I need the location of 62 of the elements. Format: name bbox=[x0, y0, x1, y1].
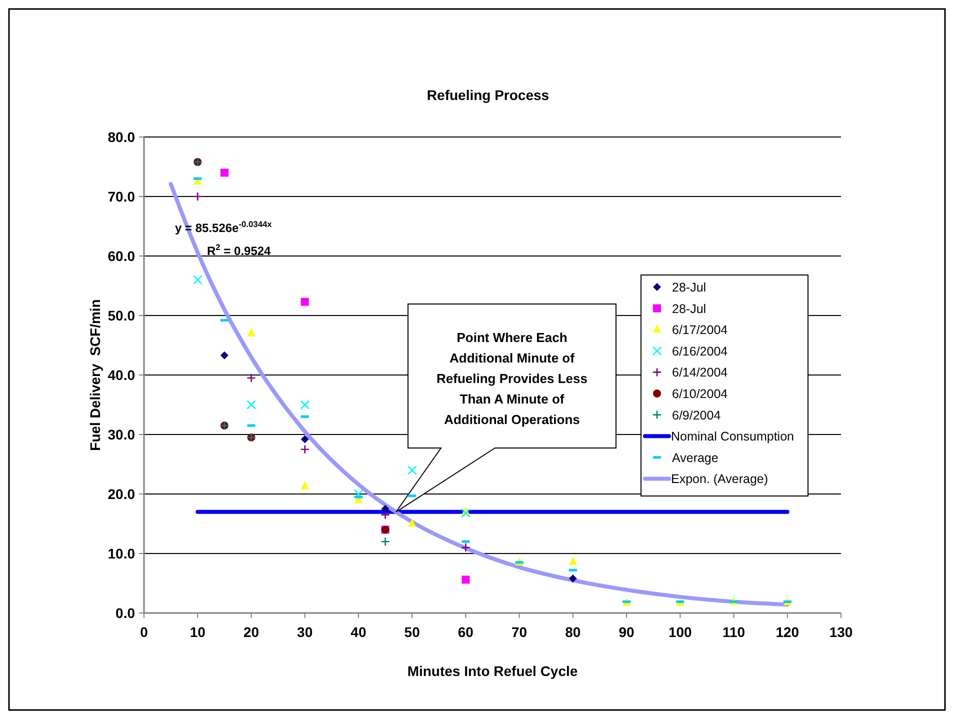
point bbox=[408, 518, 416, 527]
point bbox=[192, 275, 202, 284]
legend-label: Average bbox=[672, 450, 718, 465]
legend-label: Expon. (Average) bbox=[671, 472, 768, 486]
annotation: y = 85.526e$^{-0.0344x}$ bbox=[175, 219, 272, 235]
x-tick-label: 90 bbox=[618, 624, 635, 640]
x-tick-label: 80 bbox=[565, 624, 581, 640]
y-tick-label: 50.0 bbox=[108, 308, 136, 324]
point bbox=[407, 466, 417, 475]
legend-label: 6/10/2004 bbox=[672, 387, 728, 401]
y-tick-label: 20.0 bbox=[108, 486, 136, 502]
annotation: R$^{2}$ = 0.9524 bbox=[207, 242, 272, 258]
y-tick-label: 80.0 bbox=[108, 129, 136, 145]
legend-label: 28-Jul bbox=[672, 302, 706, 316]
x-tick-label: 70 bbox=[512, 624, 528, 640]
annotation: Point Where Each Additional Minute of Refueling Provides Less Than A Minute of Additional Operations bbox=[436, 330, 588, 427]
x-tick-label: 60 bbox=[458, 624, 474, 640]
y-tick-label: 10.0 bbox=[108, 546, 136, 562]
legend-label: 6/17/2004 bbox=[672, 323, 728, 338]
legend-label: 6/9/2004 bbox=[672, 408, 721, 422]
x-tick-label: 20 bbox=[243, 624, 260, 640]
point bbox=[380, 510, 390, 520]
x-axis-title: Minutes Into Refuel Cycle bbox=[407, 663, 578, 679]
x-tick-label: 10 bbox=[190, 624, 206, 640]
x-tick-label: 130 bbox=[829, 624, 853, 640]
point bbox=[220, 351, 228, 360]
point bbox=[462, 576, 470, 584]
y-tick-label: 40.0 bbox=[108, 367, 136, 383]
point bbox=[300, 435, 309, 444]
y-axis-title: Fuel Delivery SCF/min bbox=[87, 299, 103, 451]
point bbox=[247, 328, 256, 336]
point bbox=[192, 192, 202, 202]
legend-label: 6/14/2004 bbox=[672, 366, 728, 380]
point bbox=[300, 298, 309, 306]
point bbox=[354, 489, 364, 499]
legend-label: Nominal Consumption bbox=[671, 430, 794, 444]
point bbox=[300, 481, 309, 490]
x-tick-label: 40 bbox=[350, 624, 366, 640]
x-tick-label: 0 bbox=[140, 624, 148, 640]
point bbox=[568, 556, 577, 565]
point bbox=[300, 400, 310, 410]
y-tick-label: 30.0 bbox=[108, 426, 136, 442]
point bbox=[220, 168, 228, 177]
point bbox=[461, 542, 470, 552]
x-tick-label: 30 bbox=[297, 624, 313, 640]
y-tick-label: 70.0 bbox=[108, 188, 136, 204]
point bbox=[300, 444, 310, 454]
y-tick-label: 0.0 bbox=[116, 605, 136, 621]
x-tick-label: 110 bbox=[722, 624, 746, 640]
legend-label: 6/16/2004 bbox=[672, 344, 728, 358]
x-tick-label: 100 bbox=[668, 624, 692, 640]
point bbox=[461, 508, 470, 518]
y-tick-label: 60.0 bbox=[108, 248, 136, 264]
chart-title: Refueling Process bbox=[426, 87, 550, 103]
point bbox=[246, 373, 256, 383]
point bbox=[568, 574, 577, 582]
point bbox=[381, 504, 390, 513]
x-tick-label: 120 bbox=[776, 624, 800, 640]
point bbox=[380, 536, 390, 546]
point bbox=[246, 400, 256, 410]
legend-label: 28-Jul bbox=[672, 280, 706, 294]
x-tick-label: 50 bbox=[404, 624, 420, 640]
